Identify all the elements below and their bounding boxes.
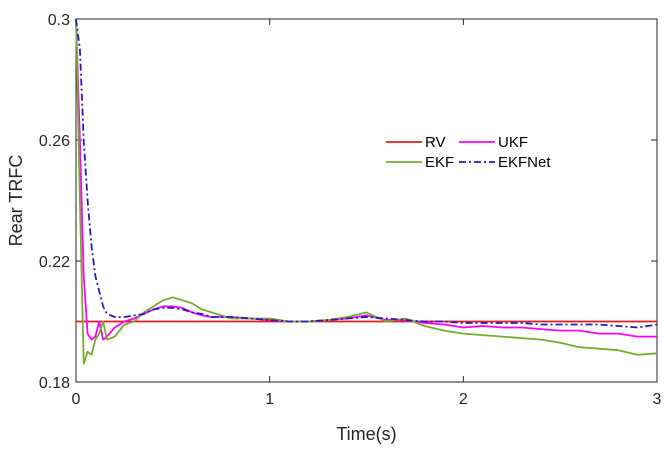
axes: 0 1 2 3 0.18 0.22 0.26 0.3 [39,12,662,408]
x-tick-label: 0 [72,391,81,408]
series-lines [75,18,658,365]
legend-label-ukf: UKF [498,134,528,151]
plot-frame [75,18,658,383]
legend-label-rv: RV [425,134,446,151]
y-tick-label: 0.22 [39,254,70,271]
legend-label-ekf: EKF [425,154,454,171]
series-line-ekf [75,18,658,365]
y-tick-label: 0.3 [48,12,70,29]
legend: RV UKF EKF EKFNet [386,134,551,171]
x-tick-label: 3 [653,391,662,408]
y-tick-label: 0.18 [39,375,70,392]
x-tick-label: 1 [265,391,274,408]
y-tick-label: 0.26 [39,133,70,150]
legend-label-ekfnet: EKFNet [498,154,551,171]
x-axis-label: Time(s) [336,424,396,444]
series-line-ekfnet [75,18,658,329]
y-axis-label: Rear TRFC [6,155,26,247]
x-tick-label: 2 [459,391,468,408]
